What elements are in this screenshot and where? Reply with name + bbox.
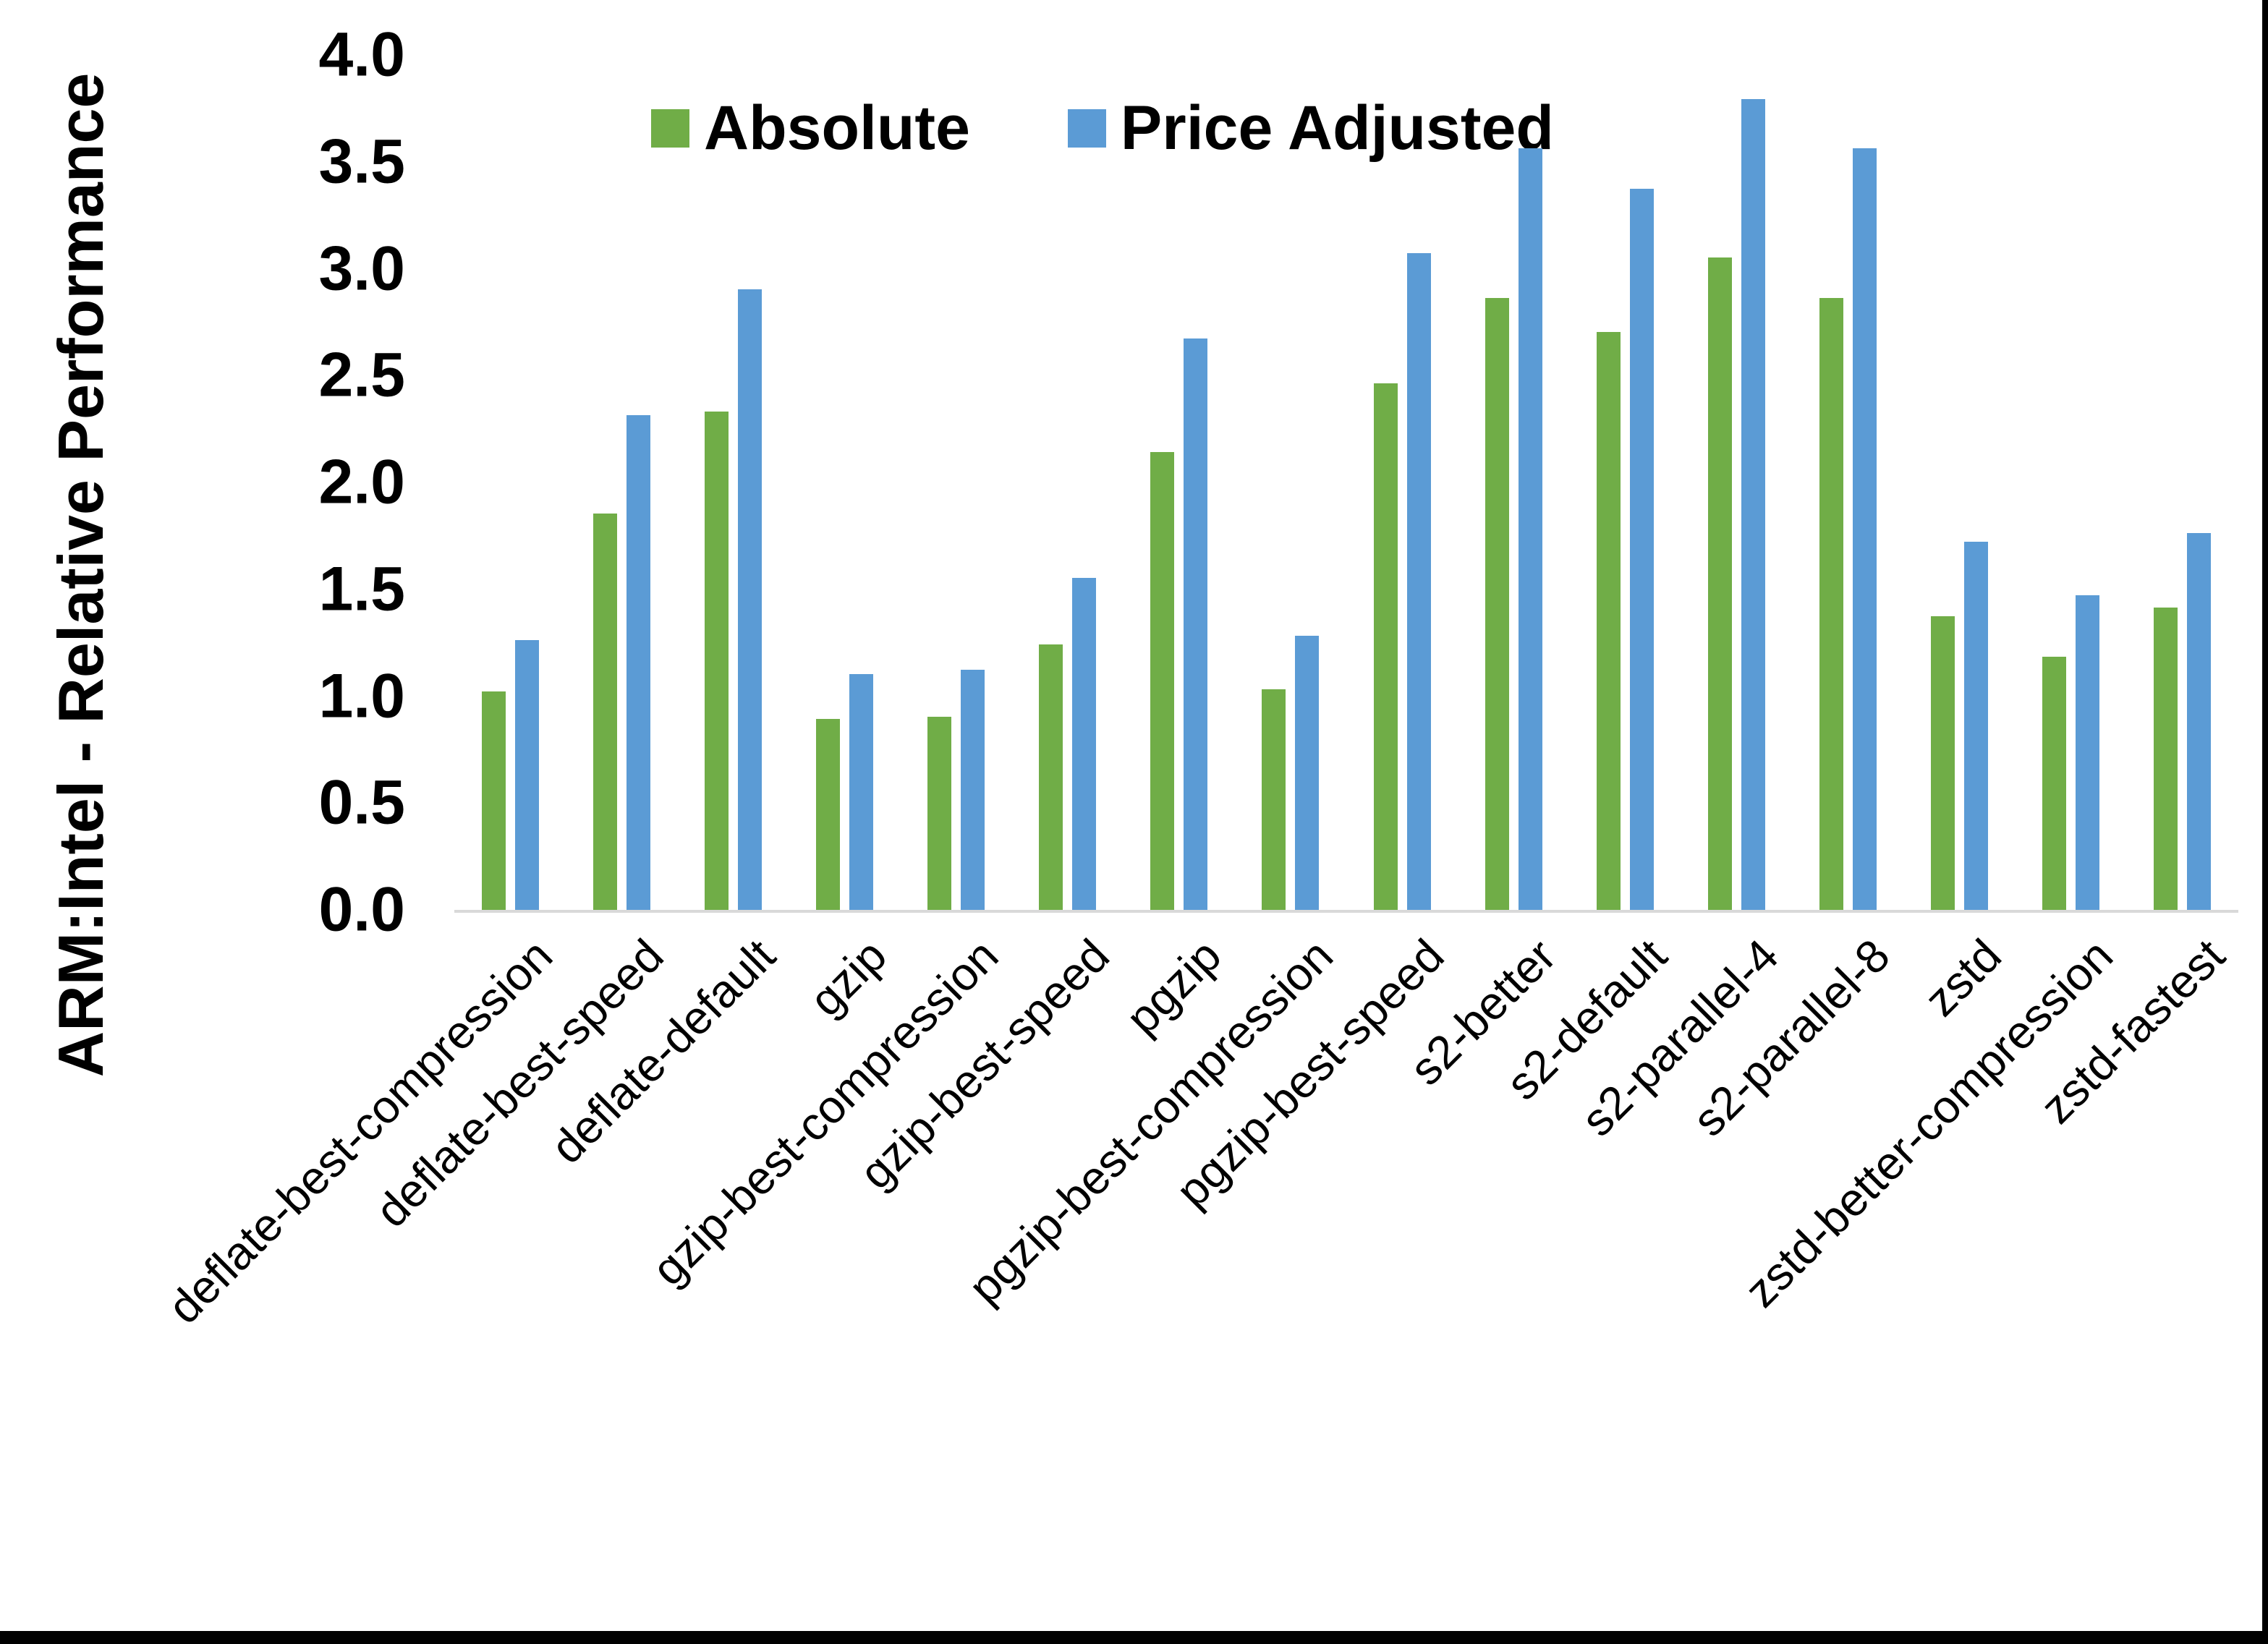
- legend-item-price-adjusted: Price Adjusted: [1067, 93, 1554, 164]
- bar-price-adjusted-zstd-better-compression: [2076, 595, 2100, 911]
- bar-group-deflate-best-speed: [566, 56, 677, 911]
- bar-price-adjusted-zstd-fastest: [2187, 532, 2212, 911]
- bar-absolute-zstd-better-compression: [2042, 657, 2067, 911]
- bar-group-zstd-fastest: [2127, 56, 2238, 911]
- bar-price-adjusted-s2-parallel-4: [1741, 99, 1765, 911]
- bar-price-adjusted-pgzip: [1184, 338, 1208, 911]
- y-tick-label-2.0: 2.0: [318, 447, 405, 517]
- bar-price-adjusted-gzip-best-speed: [1072, 578, 1097, 911]
- bar-absolute-pgzip-best-speed: [1373, 383, 1398, 911]
- bar-group-pgzip: [1124, 56, 1235, 911]
- bar-group-deflate-best-compression: [454, 56, 566, 911]
- bar-price-adjusted-zstd: [1964, 541, 1989, 911]
- bar-absolute-zstd-fastest: [2154, 608, 2178, 911]
- bar-absolute-gzip: [815, 719, 840, 911]
- legend: Absolute Price Adjusted: [651, 93, 1554, 164]
- bar-absolute-gzip-best-speed: [1039, 644, 1063, 911]
- bar-group-s2-better: [1458, 56, 1569, 911]
- bar-price-adjusted-gzip: [849, 674, 873, 911]
- plot-area: [454, 56, 2238, 911]
- bar-group-s2-parallel-4: [1681, 56, 1792, 911]
- bar-absolute-deflate-best-speed: [593, 514, 617, 911]
- bar-price-adjusted-s2-better: [1518, 148, 1542, 911]
- bar-absolute-gzip-best-compression: [927, 717, 952, 911]
- bar-absolute-s2-default: [1596, 332, 1621, 911]
- bar-absolute-pgzip: [1150, 451, 1175, 911]
- legend-label: Price Adjusted: [1120, 93, 1554, 163]
- y-tick-label-2.5: 2.5: [318, 340, 405, 410]
- bar-price-adjusted-deflate-default: [737, 289, 762, 911]
- bar-price-adjusted-s2-default: [1629, 189, 1654, 911]
- y-tick-label-3.5: 3.5: [318, 127, 405, 197]
- bar-price-adjusted-deflate-best-speed: [626, 415, 650, 911]
- bar-price-adjusted-gzip-best-compression: [961, 670, 985, 911]
- bar-group-zstd-better-compression: [2016, 56, 2127, 911]
- image-right-border: [2262, 0, 2268, 1644]
- bar-absolute-s2-parallel-4: [1707, 257, 1732, 911]
- y-tick-label-0.5: 0.5: [318, 767, 405, 838]
- bar-absolute-deflate-default: [704, 411, 729, 911]
- bar-absolute-deflate-best-compression: [481, 691, 506, 911]
- x-axis-line: [454, 910, 2238, 913]
- y-tick-label-3.0: 3.0: [318, 234, 405, 304]
- bar-group-zstd: [1904, 56, 2016, 911]
- bar-group-gzip-best-speed: [1012, 56, 1124, 911]
- bar-price-adjusted-pgzip-best-compression: [1295, 635, 1320, 911]
- bar-absolute-pgzip-best-compression: [1262, 689, 1286, 911]
- legend-item-absolute: Absolute: [651, 93, 970, 164]
- y-axis-title: ARM:Intel - Relative Performance: [45, 72, 116, 1078]
- y-tick-label-1.5: 1.5: [318, 554, 405, 624]
- y-tick-label-4.0: 4.0: [318, 20, 405, 90]
- bar-group-gzip-best-compression: [901, 56, 1012, 911]
- bar-price-adjusted-deflate-best-compression: [514, 639, 539, 911]
- bar-absolute-zstd: [1931, 616, 1955, 911]
- bar-price-adjusted-pgzip-best-speed: [1406, 252, 1431, 911]
- bar-group-pgzip-best-speed: [1346, 56, 1458, 911]
- bar-group-gzip: [789, 56, 900, 911]
- bar-absolute-s2-parallel-8: [1819, 297, 1844, 911]
- x-category-label-gzip: gzip: [799, 929, 897, 1026]
- legend-label: Absolute: [704, 93, 970, 163]
- bar-group-s2-parallel-8: [1793, 56, 1904, 911]
- image-bottom-border: [0, 1631, 2268, 1644]
- bar-group-pgzip-best-compression: [1235, 56, 1346, 911]
- legend-swatch-price-adjusted: [1067, 109, 1106, 148]
- y-tick-label-1.0: 1.0: [318, 661, 405, 731]
- bar-group-deflate-default: [677, 56, 789, 911]
- bar-group-s2-default: [1569, 56, 1681, 911]
- bar-absolute-s2-better: [1485, 297, 1509, 911]
- bar-price-adjusted-s2-parallel-8: [1853, 148, 1877, 911]
- y-tick-label-0.0: 0.0: [318, 874, 405, 945]
- x-category-label-zstd: zstd: [1914, 929, 2012, 1026]
- legend-swatch-absolute: [651, 109, 689, 148]
